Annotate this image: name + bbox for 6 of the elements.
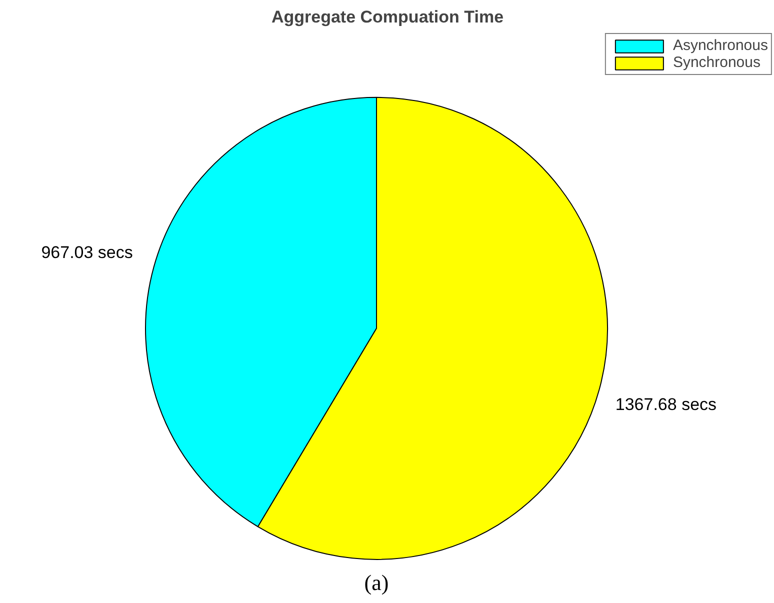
legend-label: Asynchronous [672,37,768,54]
text: (a) [364,570,389,596]
legend-label: Synchronous [672,54,760,71]
data-label: 1367.68 secs [615,394,717,414]
chart-title: Aggregate Compuation Time [271,8,504,26]
data-label: 967.03 secs [41,243,133,262]
